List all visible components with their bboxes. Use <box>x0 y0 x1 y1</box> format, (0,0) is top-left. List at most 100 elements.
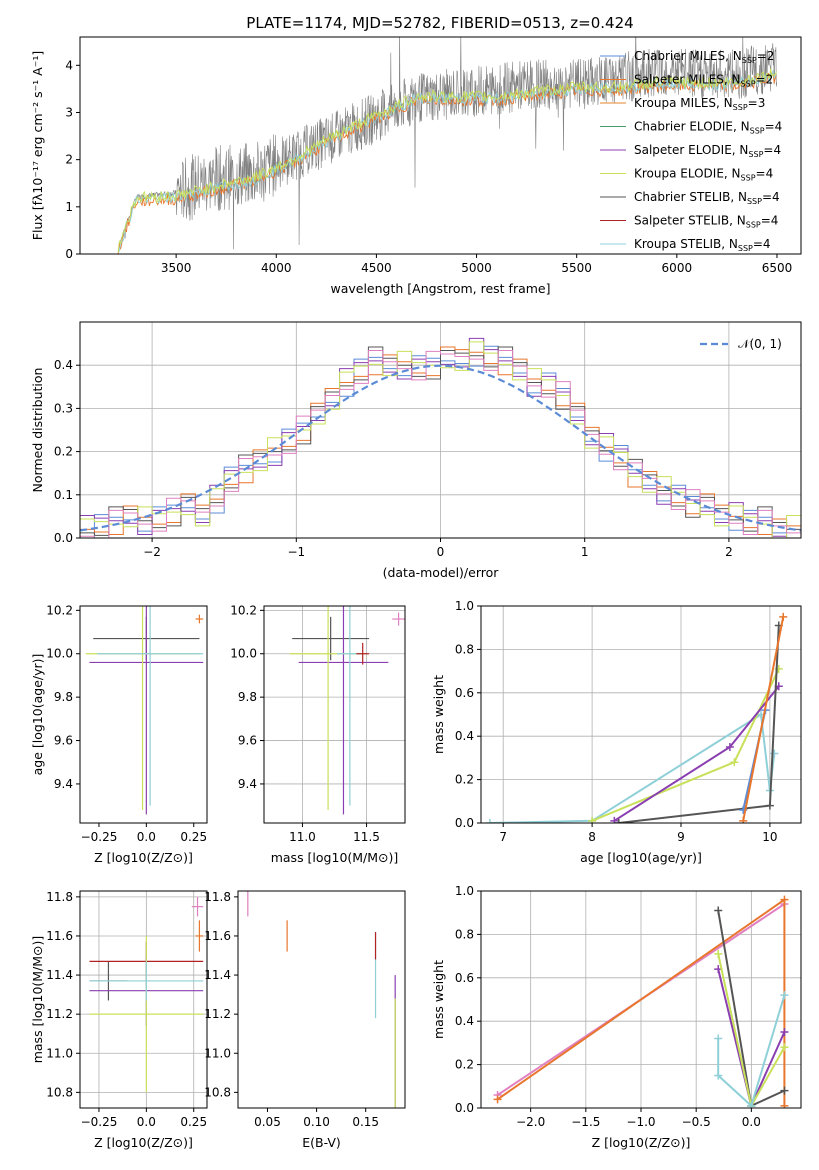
x-tick-label: −2 <box>143 545 161 559</box>
x-tick-label: 0.10 <box>303 1115 330 1129</box>
mass-weight-marker <box>714 949 723 958</box>
y-tick-label: 0.4 <box>455 729 474 743</box>
mass-weight-marker <box>588 816 597 823</box>
mass-weight-marker <box>739 816 748 823</box>
error-bar-point <box>191 896 204 917</box>
x-tick-label: 0.25 <box>180 830 207 844</box>
error-bar-point <box>356 642 370 665</box>
x-axis-label: Z [log10(Z/Z⊙)] <box>592 1135 691 1150</box>
x-tick-label: −1.5 <box>571 1115 600 1129</box>
x-tick-label: 0.05 <box>254 1115 281 1129</box>
x-axis-label: E(B-V) <box>302 1135 341 1150</box>
y-tick-label: 2 <box>65 153 73 167</box>
legend-label: Chabrier STELIB, NSSP=4 <box>634 190 780 206</box>
y-tick-label: 11.6 <box>46 929 73 943</box>
y-tick-label: 0.8 <box>455 642 474 656</box>
x-tick-label: 4000 <box>261 261 292 275</box>
error-bar-point <box>89 606 204 815</box>
y-tick-label: 0.0 <box>455 816 474 830</box>
plot-area <box>117 37 778 254</box>
y-tick-label: 0.2 <box>455 773 474 787</box>
x-axis-label: (data-model)/error <box>383 565 500 580</box>
y-tick-label: 0.4 <box>54 358 73 372</box>
panel-mass-weight-vs-age: 7 8 9 10 0.0 0.2 0.4 0.6 0.8 1.0 age [log10(age/yr… <box>431 599 802 865</box>
mass-weight-marker <box>485 819 494 823</box>
y-tick-label: 10.8 <box>204 1085 231 1099</box>
y-tick-label: 0.1 <box>54 488 73 502</box>
y-tick-label: 9.6 <box>238 734 257 748</box>
y-tick-label: 0.0 <box>54 531 73 545</box>
legend-label: Chabrier ELODIE, NSSP=4 <box>634 120 782 136</box>
error-bar-point <box>292 616 370 661</box>
y-tick-label: 9.8 <box>238 690 257 704</box>
y-tick-label: 0.3 <box>54 401 73 415</box>
y-tick-label: 11.2 <box>204 1007 231 1021</box>
error-bar-point <box>89 935 204 1093</box>
error-bar-point <box>195 920 204 952</box>
y-tick-label: 9.6 <box>54 734 73 748</box>
y-axis-label: age [log10(age/yr)] <box>30 654 45 776</box>
mass-weight-marker <box>780 895 789 904</box>
mass-weight-marker <box>614 819 623 823</box>
y-tick-label: 9.4 <box>238 777 257 791</box>
x-tick-label: 7 <box>499 830 507 844</box>
plot-area <box>247 891 396 1108</box>
y-tick-label: 9.4 <box>54 777 73 791</box>
legend-label: Kroupa ELODIE, NSSP=4 <box>634 167 773 183</box>
y-tick-label: 1 <box>65 200 73 214</box>
mass-weight-marker <box>714 1071 723 1080</box>
x-axis-label: Z [log10(Z/Z⊙)] <box>94 850 193 865</box>
plot-area <box>85 606 204 815</box>
y-axis-label: mass weight <box>431 960 446 1039</box>
plot-area <box>89 896 204 1093</box>
panel-mass-weight-vs-Z: −2.0 −1.5 −1.0 −0.5 0.0 0.0 0.2 0.4 0.6 0.8 1.0 Z [… <box>431 884 802 1150</box>
error-bar-point <box>89 961 204 1001</box>
y-tick-label: 0 <box>65 247 73 261</box>
legend-label: Salpeter MILES, NSSP=2 <box>634 73 773 89</box>
panel-spectrum: 3500 4000 4500 5000 5500 6000 6500 0 1 2 3 4 wavelen… <box>30 36 802 296</box>
axes-frame <box>263 605 406 824</box>
spectrum-model-line <box>117 68 778 253</box>
axes-frame <box>237 890 406 1109</box>
y-tick-label: 1.0 <box>455 599 474 613</box>
x-tick-label: 0.0 <box>742 1115 761 1129</box>
x-tick-label: 0.25 <box>180 1115 207 1129</box>
plot-area <box>485 612 788 823</box>
y-tick-label: 11.8 <box>204 890 231 904</box>
y-tick-label: 11.0 <box>204 1046 231 1060</box>
axes-frame <box>79 36 802 255</box>
x-tick-label: 5000 <box>461 261 492 275</box>
panel-age-vs-Z: −0.25 0.0 0.25 9.4 9.6 9.8 10.0 10.2 Z [log10(Z/… <box>30 603 208 865</box>
mass-weight-marker <box>610 816 619 823</box>
gaussian-legend-label: 𝒩(0, 1) <box>738 337 782 351</box>
mass-weight-marker <box>747 1101 756 1108</box>
y-tick-label: 11.6 <box>204 929 231 943</box>
x-tick-label: 0.15 <box>352 1115 379 1129</box>
spectrum-legend: Chabrier MILES, NSSP=2 Salpeter MILES, NS… <box>600 49 782 253</box>
y-tick-label: 4 <box>65 58 73 72</box>
x-tick-label: 2 <box>725 545 733 559</box>
mass-weight-marker <box>730 758 739 767</box>
y-tick-label: 10.8 <box>46 1085 73 1099</box>
y-tick-label: 0.8 <box>455 927 474 941</box>
x-tick-label: −1 <box>287 545 305 559</box>
x-tick-label: −0.5 <box>682 1115 711 1129</box>
axes-frame <box>79 890 208 1109</box>
legend-label: Chabrier MILES, NSSP=2 <box>634 49 774 65</box>
y-tick-label: 0.4 <box>455 1014 474 1028</box>
mass-weight-marker <box>780 1086 789 1095</box>
x-tick-label: 0.0 <box>137 830 156 844</box>
error-bar-point <box>298 606 389 815</box>
y-tick-label: 0.2 <box>54 445 73 459</box>
plot-area <box>493 895 789 1108</box>
y-tick-label: 1.0 <box>455 884 474 898</box>
mass-weight-line <box>618 625 780 823</box>
x-axis-label: Z [log10(Z/Z⊙)] <box>94 1135 193 1150</box>
y-axis-label: mass [log10(M/M⊙)] <box>30 936 45 1064</box>
y-tick-label: 11.0 <box>46 1046 73 1060</box>
x-axis-label: mass [log10(M/M⊙)] <box>271 850 399 865</box>
error-bar-point <box>392 612 405 626</box>
y-tick-label: 10.0 <box>46 647 73 661</box>
x-tick-label: 5500 <box>561 261 592 275</box>
